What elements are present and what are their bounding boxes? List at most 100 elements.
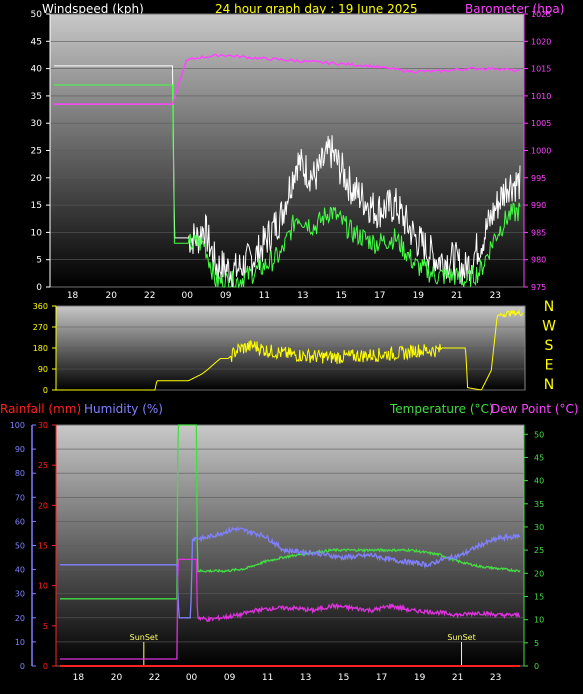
wind-time-tick-label: 00 <box>182 291 194 301</box>
climate-time-tick-label: 15 <box>338 673 349 683</box>
climate-time-tick-label: 21 <box>452 673 463 683</box>
wind-time-axis: 18 20 22 00 09 11 13 15 17 19 21 23 <box>67 291 501 301</box>
temperature-tick-label: 15 <box>534 592 544 601</box>
humidity-tick-label: 80 <box>15 469 25 478</box>
humidity-tick-label: 30 <box>15 590 25 599</box>
wind-time-tick-label: 20 <box>106 291 118 301</box>
humidity-tick-label: 50 <box>15 542 25 551</box>
humidity-axis-title: Humidity (%) <box>84 402 163 416</box>
windspeed-tick-label: 15 <box>31 201 42 211</box>
barometer-tick-label: 975 <box>531 283 546 292</box>
direction-tick-label: 360 <box>33 302 48 311</box>
climate-series <box>60 424 521 667</box>
temperature-tick-label: 30 <box>534 523 544 532</box>
wind-time-tick-label: 22 <box>144 291 155 301</box>
wind-direction-series-line <box>56 308 524 391</box>
barometer-tick-label: 1015 <box>531 65 551 74</box>
temperature-tick-label: 35 <box>534 500 544 509</box>
barometer-axis: 975 980 985 990 995 1000 1005 1010 1015 1020 1025 <box>523 10 551 292</box>
humidity-tick-label: 0 <box>20 662 25 671</box>
temperature-tick-label: 20 <box>534 569 544 578</box>
temperature-tick-label: 50 <box>534 430 544 439</box>
temperature-tick-label: 45 <box>534 453 544 462</box>
direction-tick-label: 180 <box>33 344 48 353</box>
windspeed-tick-label: 40 <box>31 65 43 75</box>
climate-time-tick-label: 19 <box>414 673 426 683</box>
rainfall-tick-label: 0 <box>43 662 48 671</box>
humidity-tick-label: 90 <box>15 445 25 454</box>
direction-tick-label: 0 <box>43 386 48 395</box>
rainfall-axis: 0 5 10 15 20 25 30 <box>38 421 57 671</box>
wind-time-tick-label: 17 <box>374 291 385 301</box>
humidity-series-line <box>60 525 521 619</box>
average-wind-series-line <box>54 84 521 289</box>
barometer-tick-label: 980 <box>531 256 546 265</box>
windspeed-tick-label: 5 <box>36 256 42 266</box>
sunset-markers: SunSet SunSet <box>130 633 476 666</box>
climate-time-tick-label: 09 <box>224 673 236 683</box>
rainfall-tick-label: 15 <box>38 542 48 551</box>
direction-series <box>56 308 524 391</box>
rainfall-tick-label: 20 <box>38 501 48 510</box>
temperature-axis-title: Temperature (°C) <box>389 402 494 416</box>
wind-time-tick-label: 09 <box>220 291 232 301</box>
climate-time-tick-label: 17 <box>376 673 387 683</box>
wind-time-tick-label: 13 <box>297 291 308 301</box>
sunset-marker-label: SunSet <box>447 633 475 642</box>
wind-time-tick-label: 11 <box>259 291 270 301</box>
barometer-axis-title: Barometer (hpa) <box>465 2 564 16</box>
windspeed-tick-label: 10 <box>31 228 43 238</box>
windspeed-tick-label: 20 <box>31 174 43 184</box>
climate-time-tick-label: 13 <box>300 673 311 683</box>
wind-time-tick-label: 18 <box>67 291 79 301</box>
barometer-tick-label: 985 <box>531 228 546 237</box>
barometer-tick-label: 1000 <box>531 147 551 156</box>
humidity-tick-label: 100 <box>10 421 25 430</box>
windspeed-axis-title: Windspeed (kph) <box>42 2 144 16</box>
climate-time-tick-label: 23 <box>490 673 501 683</box>
windspeed-tick-label: 30 <box>31 119 43 129</box>
humidity-tick-label: 20 <box>15 614 25 623</box>
climate-time-tick-label: 11 <box>262 673 273 683</box>
rainfall-tick-label: 25 <box>38 461 48 470</box>
barometer-series-line <box>54 53 520 105</box>
wind-time-tick-label: 23 <box>490 291 501 301</box>
wind-time-tick-label: 19 <box>413 291 425 301</box>
direction-tick-label: 270 <box>33 323 48 332</box>
windspeed-axis: 0 5 10 15 20 25 30 35 40 45 50 <box>31 10 51 293</box>
temperature-tick-label: 25 <box>534 546 544 555</box>
climate-time-tick-label: 18 <box>73 673 85 683</box>
direction-axis: 0 90 180 270 360 <box>33 302 57 395</box>
barometer-tick-label: 995 <box>531 174 546 183</box>
barometer-tick-label: 990 <box>531 201 546 210</box>
rainfall-tick-label: 10 <box>38 582 48 591</box>
climate-time-tick-label: 22 <box>149 673 160 683</box>
compass-label: E <box>545 358 554 374</box>
climate-time-tick-label: 00 <box>186 673 198 683</box>
direction-tick-label: 90 <box>38 365 48 374</box>
compass-label: N <box>544 377 554 393</box>
wind-series <box>54 53 521 289</box>
compass-label: N <box>544 299 554 315</box>
climate-time-axis: 18 20 22 00 09 11 13 15 17 19 21 23 <box>73 673 502 683</box>
barometer-tick-label: 1005 <box>531 119 551 128</box>
temperature-tick-label: 5 <box>534 639 539 648</box>
rainfall-tick-label: 5 <box>43 622 48 631</box>
gust-series-line <box>54 65 521 288</box>
windspeed-tick-label: 50 <box>31 10 43 20</box>
humidity-tick-label: 40 <box>15 566 25 575</box>
barometer-tick-label: 1020 <box>531 37 551 46</box>
graph-title: 24 hour graph day : 19 June 2025 <box>215 2 418 16</box>
dewpoint-series-line <box>60 558 521 660</box>
temperature-series-line <box>60 424 521 600</box>
windspeed-tick-label: 25 <box>31 147 42 157</box>
windspeed-tick-label: 45 <box>31 37 42 47</box>
humidity-tick-label: 10 <box>15 638 25 647</box>
humidity-axis: 0 10 20 30 40 50 60 70 80 90 100 <box>10 421 36 671</box>
barometer-tick-label: 1010 <box>531 92 551 101</box>
rainfall-axis-title: Rainfall (mm) <box>0 402 81 416</box>
compass-label: W <box>542 319 556 335</box>
temperature-tick-label: 0 <box>534 662 539 671</box>
